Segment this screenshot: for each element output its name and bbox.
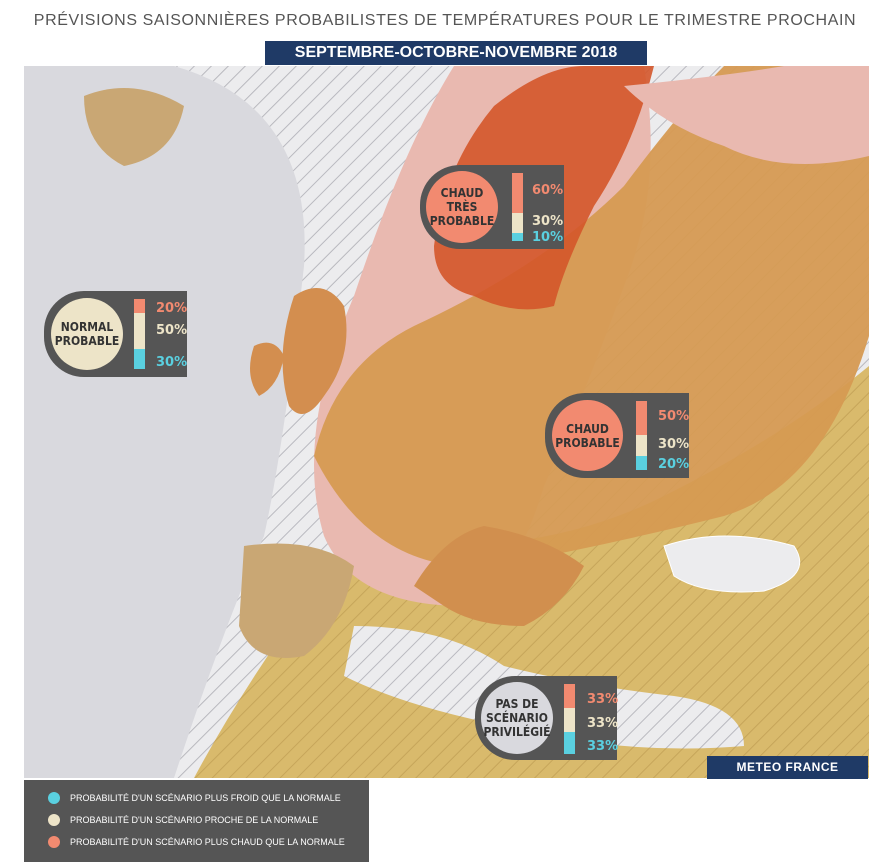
map-title: PRÉVISIONS SAISONNIÈRES PROBABILISTES DE… <box>33 12 857 29</box>
map-canvas <box>24 66 869 778</box>
badge-very-warm-warm-pct: 60% <box>532 183 564 198</box>
badge-warm-warm-pct: 50% <box>658 409 690 424</box>
badge-no-scenario-bar-cold <box>564 732 575 754</box>
cold-dot-icon <box>48 792 60 804</box>
badge-no-scenario-circle: PAS DE SCÉNARIO PRIVILÉGIÉ <box>481 682 553 754</box>
badge-very-warm-circle: CHAUD TRÈS PROBABLE <box>426 171 498 243</box>
land-british-isles <box>282 288 347 414</box>
black-sea <box>663 535 801 593</box>
land-russia-north <box>624 66 869 164</box>
badge-normal-circle: NORMAL PROBABLE <box>51 298 123 370</box>
legend-label-cold: PROBABILITÉ D'UN SCÉNARIO PLUS FROID QUE… <box>70 793 341 803</box>
badge-normal-bar-cold <box>134 349 145 369</box>
badge-normal-warm-pct: 20% <box>156 301 188 316</box>
badge-warm-bar-normal <box>636 435 647 456</box>
land-iberia <box>239 543 354 658</box>
badge-no-scenario-bar-normal <box>564 708 575 732</box>
normal-dot-icon <box>48 814 60 826</box>
meteo-france-logo: METEO FRANCE <box>707 756 868 779</box>
badge-very-warm-bar-cold <box>512 233 523 241</box>
land-iceland <box>84 88 184 166</box>
badge-warm-normal-pct: 30% <box>658 437 690 452</box>
badge-no-scenario-normal-pct: 33% <box>587 716 619 731</box>
period-banner: SEPTEMBRE-OCTOBRE-NOVEMBRE 2018 <box>265 41 647 65</box>
atlantic-normal-zone <box>24 66 305 778</box>
warm-probable-zone <box>314 66 869 567</box>
badge-no-scenario-cold-pct: 33% <box>587 739 619 754</box>
badge-normal-bar-normal <box>134 313 145 349</box>
land-central-europe <box>414 526 584 626</box>
badge-no-scenario-warm-pct: 33% <box>587 692 619 707</box>
legend-label-normal: PROBABILITÉ D'UN SCÉNARIO PROCHE DE LA N… <box>70 815 319 825</box>
badge-normal-normal-pct: 50% <box>156 323 188 338</box>
legend-item-normal: PROBABILITÉ D'UN SCÉNARIO PROCHE DE LA N… <box>48 814 318 826</box>
warm-dot-icon <box>48 836 60 848</box>
legend: PROBABILITÉ D'UN SCÉNARIO PLUS FROID QUE… <box>24 780 369 862</box>
badge-normal-cold-pct: 30% <box>156 355 188 370</box>
badge-very-warm-bar-normal <box>512 213 523 233</box>
badge-warm-bar-cold <box>636 456 647 470</box>
badge-no-scenario-bar-warm <box>564 684 575 708</box>
badge-very-warm-normal-pct: 30% <box>532 214 564 229</box>
badge-warm-circle: CHAUD PROBABLE <box>552 400 623 471</box>
badge-normal-bar-warm <box>134 299 145 313</box>
badge-very-warm-bar-warm <box>512 173 523 213</box>
badge-warm-bar-warm <box>636 401 647 435</box>
legend-item-cold: PROBABILITÉ D'UN SCÉNARIO PLUS FROID QUE… <box>48 792 341 804</box>
legend-item-warm: PROBABILITÉ D'UN SCÉNARIO PLUS CHAUD QUE… <box>48 836 345 848</box>
land-ireland <box>250 342 284 396</box>
badge-very-warm-cold-pct: 10% <box>532 230 564 245</box>
badge-warm-cold-pct: 20% <box>658 457 690 472</box>
legend-label-warm: PROBABILITÉ D'UN SCÉNARIO PLUS CHAUD QUE… <box>70 837 345 847</box>
